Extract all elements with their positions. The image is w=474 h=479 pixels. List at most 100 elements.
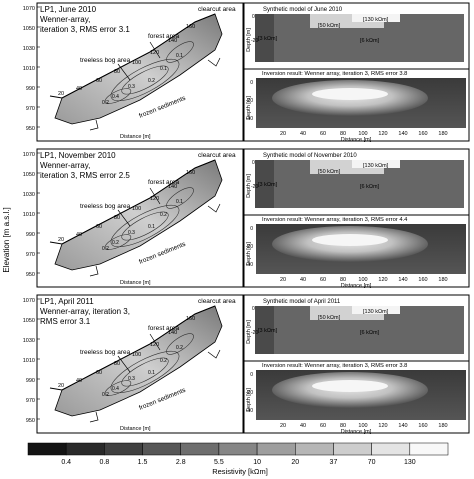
contour-line [104,88,132,104]
panel-subtitle-line1: Wenner-array, iteration 3, [40,307,130,316]
zone-boundary-marker [207,349,221,359]
section-distance-tick: 120 [378,423,387,429]
profile-distance-tick: 120 [150,50,159,56]
colorbar-tick-label: 37 [330,459,338,466]
model-depth-label: Depth [m] [246,28,252,52]
section-distance-tick: 100 [358,423,367,429]
profile-distance-tick: 60 [96,224,102,230]
inversion-depth-tick: 0 [250,80,253,86]
label-50kOhm: [50 kΩm] [318,23,341,29]
elevation-tick-label: 1030 [23,338,35,344]
model-depth-label: Depth [m] [246,320,252,344]
panel-subtitle-line2: RMS error 3.1 [40,317,91,326]
elevation-tick-label: 970 [26,398,35,404]
profile-distance-tick: 80 [114,361,120,367]
surface-line [49,13,216,99]
section-distance-tick: 160 [418,277,427,283]
label-3kOhm: [3 kΩm] [258,36,278,42]
section-distance-tick: 140 [398,423,407,429]
profile-distance-tick: 120 [150,196,159,202]
panel-3: 10701050103010109909709500.10.20.30.40.2… [23,294,470,435]
contour-line [166,41,194,63]
section-distance-tick: 80 [340,423,346,429]
colorbar-segment [333,442,372,456]
colorbar-tick-label: 0.4 [61,459,71,466]
contour-line [110,350,180,394]
profile-distance-tick: 120 [150,342,159,348]
elevation-tick-label: 990 [26,86,35,92]
profile-distance-tick: 20 [58,383,64,389]
section-distance-tick: 40 [300,277,306,283]
contour-label: 0.2 [160,358,167,364]
label-130kOhm: [130 kΩm] [363,309,389,315]
colorbar-segment [218,442,258,456]
profile-distance-label: Distance [m] [120,426,151,432]
surface-line [49,305,216,391]
colorbar-tick-label: 10 [253,459,261,466]
elevation-tick-label: 990 [26,232,35,238]
elevation-tick-label: 950 [26,272,35,278]
colorbar-segment [295,442,334,456]
elevation-tick-label: 1010 [23,358,35,364]
elevation-tick-label: 1030 [23,192,35,198]
inversion-title: Inversion result: Wenner array, iteratio… [262,217,408,223]
profile-distance-tick: 40 [76,378,82,384]
inversion-depth-label: Depth [m] [246,96,252,120]
profile-distance-tick: 40 [76,86,82,92]
profile-distance-tick: 100 [132,206,141,212]
section-distance-tick: 80 [340,131,346,137]
label-130kOhm: [130 kΩm] [363,163,389,169]
colorbar-segment [371,442,411,456]
model-left-3kOhm [255,160,274,208]
model-left-3kOhm [255,14,274,62]
colorbar-label: Resistivity [kΩm] [212,467,268,476]
inversion-depth-tick: -40 [246,262,253,268]
inversion-core [312,88,388,100]
elevation-tick-label: 1070 [23,298,35,304]
section-distance-tick: 120 [378,277,387,283]
contour-line [121,357,169,387]
elevation-tick-label: 1010 [23,212,35,218]
zone-boundary-marker [89,119,99,131]
inversion-depth-tick: 0 [250,226,253,232]
profile-distance-tick: 100 [132,60,141,66]
label-3kOhm: [3 kΩm] [258,328,278,334]
inversion-depth-tick: -20 [246,390,253,396]
colorbar-tick-label: 130 [404,459,416,466]
model-block-130kOhm [352,14,400,22]
profile-distance-tick: 40 [76,232,82,238]
panel-subtitle-line2: iteration 3, RMS error 2.5 [40,171,130,180]
clearcut-area-label: clearcut area [198,152,236,159]
contour-line [110,58,180,102]
label-50kOhm: [50 kΩm] [318,169,341,175]
model-depth-tick: -20 [251,330,258,336]
model-block-130kOhm [352,160,400,168]
section-distance-tick: 160 [418,131,427,137]
profile-distance-tick: 60 [96,370,102,376]
zone-boundary-marker [149,333,161,351]
label-6kOhm: [6 kΩm] [360,38,380,44]
elevation-tick-label: 1070 [23,6,35,12]
colorbar-tick-label: 20 [291,459,299,466]
inversion-depth-label: Depth [m] [246,388,252,412]
inversion-title: Inversion result: Wenner array, iteratio… [262,71,407,77]
colorbar-tick-label: 70 [368,459,376,466]
panel-subtitle-line1: Wenner-array, [40,161,90,170]
zone-boundary-marker [89,411,99,423]
model-depth-label: Depth [m] [246,174,252,198]
panels-layer: Elevation [m a.s.l.] 1070 1050 1030 1010 990 9… [2,2,470,435]
model-title: Synthetic model of November 2010 [263,153,357,159]
profile-distance-tick: 140 [168,330,177,336]
section-distance-tick: 20 [280,423,286,429]
model-left-3kOhm [255,306,274,354]
profile-distance-tick: 80 [114,69,120,75]
colorbar-segment [27,442,67,456]
forest-area-label: forest area [148,33,179,40]
zone-boundary-marker [149,41,161,59]
section-distance-label: Distance [m] [341,283,372,289]
contour-label: 0.2 [148,78,155,84]
panel-title: LP1, November 2010 [40,151,116,160]
elevation-axis-label: Elevation [m a.s.l.] [2,207,11,272]
section-distance-tick: 180 [438,423,447,429]
